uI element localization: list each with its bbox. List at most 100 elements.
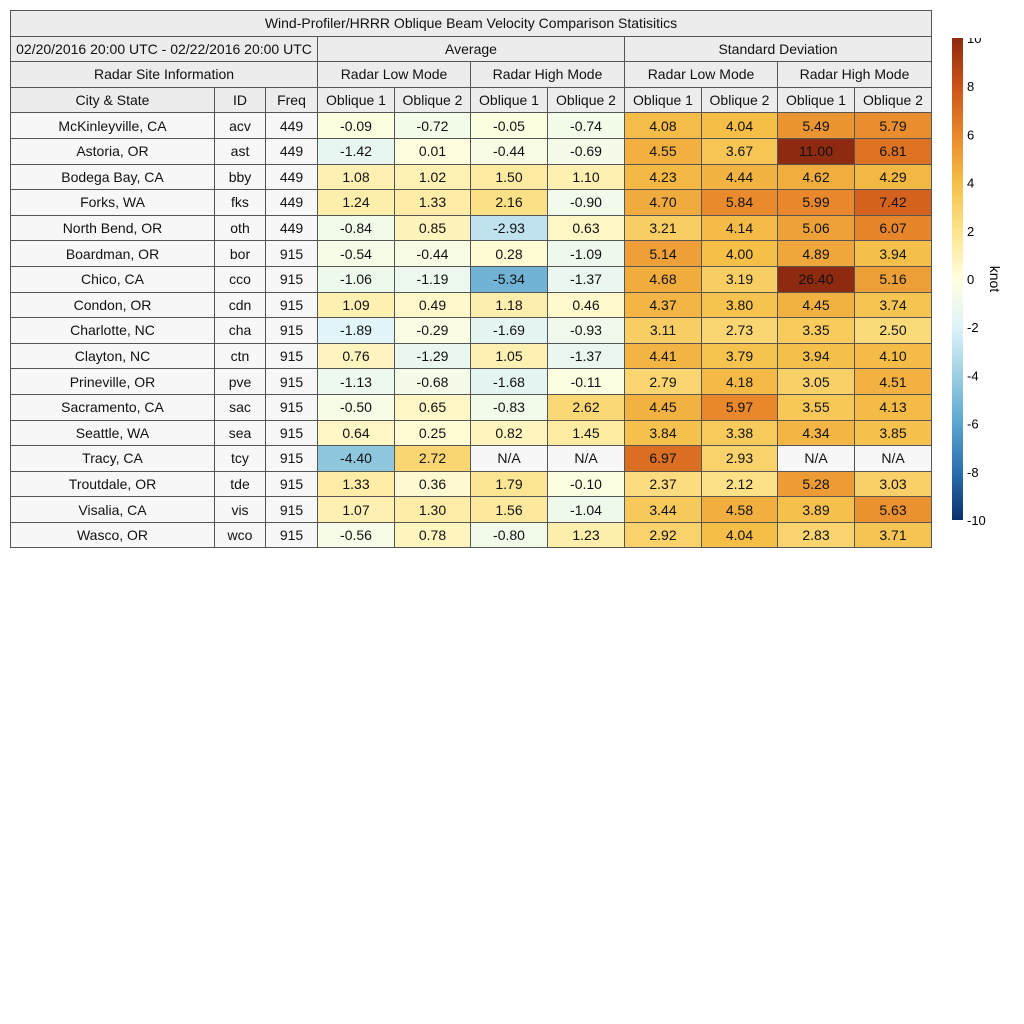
heatmap-cell: -0.10 [547, 470, 625, 498]
table-title: Wind-Profiler/HRRR Oblique Beam Velocity… [10, 10, 932, 37]
heatmap-cell: -1.69 [470, 317, 548, 344]
site-city-cell: Seattle, WA [10, 419, 215, 447]
heatmap-cell: 2.83 [777, 521, 855, 549]
heatmap-cell: -1.06 [317, 265, 395, 293]
heatmap-cell: 3.84 [624, 419, 702, 447]
heatmap-cell: -0.29 [394, 317, 471, 344]
heatmap-cell: 0.49 [394, 291, 471, 319]
heatmap-cell: 3.19 [701, 265, 778, 293]
heatmap-cell: 6.07 [854, 214, 932, 242]
heatmap-cell: 3.03 [854, 470, 932, 498]
heatmap-cell: 26.40 [777, 265, 855, 293]
heatmap-cell: -1.68 [470, 368, 548, 395]
colorbar-tick-label: -6 [967, 417, 979, 432]
heatmap-cell: 4.14 [701, 214, 778, 242]
heatmap-cell: 5.16 [854, 265, 932, 293]
colorbar-tick-label: 6 [967, 127, 974, 142]
site-city-cell: North Bend, OR [10, 214, 215, 242]
heatmap-cell: 4.08 [624, 112, 702, 139]
heatmap-cell: -0.74 [547, 112, 625, 139]
site-freq-cell: 449 [265, 163, 318, 191]
heatmap-cell: 4.04 [701, 112, 778, 139]
site-id-cell: bby [214, 163, 266, 191]
site-freq-cell: 915 [265, 419, 318, 447]
heatmap-cell: 1.02 [394, 163, 471, 191]
heatmap-cell: 4.29 [854, 163, 932, 191]
heatmap-cell: 5.28 [777, 470, 855, 498]
heatmap-cell: 1.18 [470, 291, 548, 319]
table-row: Chico, CA cco 915 -1.06 -1.19 -5.34 -1.37 4.68 3… [10, 265, 932, 293]
colorbar-tick-label: -8 [967, 465, 979, 480]
heatmap-cell: 2.50 [854, 317, 932, 344]
heatmap-cell: -1.19 [394, 265, 471, 293]
heatmap-cell: 1.45 [547, 419, 625, 447]
heatmap-cell: 5.14 [624, 240, 702, 267]
table-row: Charlotte, NC cha 915 -1.89 -0.29 -1.69 -0.93 3… [10, 317, 932, 344]
col-id-header: ID [214, 86, 266, 114]
heatmap-cell: -0.68 [394, 368, 471, 395]
heatmap-cell: 1.07 [317, 496, 395, 523]
table-row: Tracy, CA tcy 915 -4.40 2.72 N/A N/A 6.97 2.93 N/… [10, 445, 932, 472]
heatmap-cell: -1.37 [547, 342, 625, 370]
heatmap-cell: -1.09 [547, 240, 625, 267]
site-id-cell: wco [214, 521, 266, 549]
heatmap-cell: 3.94 [777, 342, 855, 370]
heatmap-cell: 1.09 [317, 291, 395, 319]
heatmap-cell: -0.56 [317, 521, 395, 549]
heatmap-cell: 4.89 [777, 240, 855, 267]
site-city-cell: Tracy, CA [10, 445, 215, 472]
heatmap-cell: 4.45 [624, 393, 702, 421]
site-city-cell: Astoria, OR [10, 137, 215, 165]
site-id-cell: vis [214, 496, 266, 523]
heatmap-cell: -0.69 [547, 137, 625, 165]
colorbar: 10 8 6 4 2 0 -2 -4 -6 -8 -10 knot [952, 38, 1003, 528]
col-oblique2-header: Oblique 2 [701, 86, 778, 114]
heatmap-cell: 2.79 [624, 368, 702, 395]
col-oblique1-header: Oblique 1 [470, 86, 548, 114]
heatmap-cell: -1.37 [547, 265, 625, 293]
colorbar-tick-label: 4 [967, 176, 974, 191]
heatmap-cell: -0.54 [317, 240, 395, 267]
heatmap-cell: 1.33 [394, 189, 471, 216]
col-oblique2-header: Oblique 2 [547, 86, 625, 114]
heatmap-cell: 4.23 [624, 163, 702, 191]
heatmap-cell: 2.73 [701, 317, 778, 344]
heatmap-cell: N/A [777, 445, 855, 472]
site-freq-cell: 915 [265, 342, 318, 370]
heatmap-cell: 3.80 [701, 291, 778, 319]
heatmap-cell: -0.84 [317, 214, 395, 242]
site-id-cell: cdn [214, 291, 266, 319]
table-row: North Bend, OR oth 449 -0.84 0.85 -2.93 0.63 3.… [10, 214, 932, 242]
site-freq-cell: 449 [265, 137, 318, 165]
heatmap-cell: 1.79 [470, 470, 548, 498]
table-row: Visalia, CA vis 915 1.07 1.30 1.56 -1.04 3.44 4.… [10, 496, 932, 523]
heatmap-cell: 0.28 [470, 240, 548, 267]
heatmap-cell: -1.42 [317, 137, 395, 165]
colorbar-tick-label: 10 [967, 38, 981, 46]
site-id-cell: bor [214, 240, 266, 267]
heatmap-cell: 4.51 [854, 368, 932, 395]
heatmap-cell: 3.85 [854, 419, 932, 447]
site-freq-cell: 915 [265, 521, 318, 549]
heatmap-cell: 5.49 [777, 112, 855, 139]
date-range: 02/20/2016 20:00 UTC - 02/22/2016 20:00 … [10, 35, 318, 63]
heatmap-cell: 0.46 [547, 291, 625, 319]
colorbar-tick-label: -2 [967, 320, 979, 335]
site-freq-cell: 915 [265, 470, 318, 498]
heatmap-cell: 0.25 [394, 419, 471, 447]
heatmap-cell: 4.62 [777, 163, 855, 191]
heatmap-cell: -0.05 [470, 112, 548, 139]
heatmap-cell: 3.21 [624, 214, 702, 242]
site-freq-cell: 449 [265, 189, 318, 216]
heatmap-cell: -0.44 [394, 240, 471, 267]
heatmap-cell: 5.84 [701, 189, 778, 216]
site-city-cell: Sacramento, CA [10, 393, 215, 421]
site-city-cell: McKinleyville, CA [10, 112, 215, 139]
site-city-cell: Prineville, OR [10, 368, 215, 395]
heatmap-cell: 0.76 [317, 342, 395, 370]
site-freq-cell: 449 [265, 214, 318, 242]
site-city-cell: Chico, CA [10, 265, 215, 293]
site-id-cell: fks [214, 189, 266, 216]
group-average-header: Average [317, 35, 625, 63]
heatmap-cell: -0.80 [470, 521, 548, 549]
